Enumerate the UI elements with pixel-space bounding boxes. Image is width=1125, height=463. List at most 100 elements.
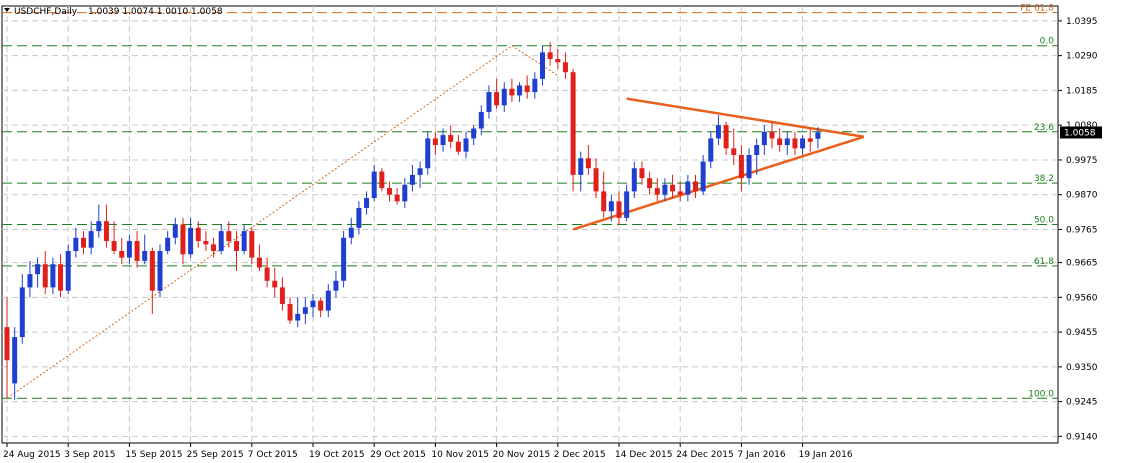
- candle-body: [608, 201, 614, 212]
- candle-body: [379, 171, 385, 189]
- candle-body: [35, 264, 41, 275]
- candle: [318, 297, 324, 318]
- candle-body: [333, 280, 339, 291]
- candle-body: [134, 241, 140, 261]
- candle-body: [555, 58, 561, 63]
- candle: [639, 161, 645, 185]
- candle-body: [440, 135, 446, 146]
- candle-body: [180, 224, 186, 255]
- candle: [532, 72, 538, 99]
- candles: [4, 42, 821, 400]
- candle: [440, 128, 446, 152]
- x-tick-label: 2 Dec 2015: [554, 450, 606, 460]
- candle-body: [540, 52, 545, 79]
- candle: [754, 138, 760, 175]
- candle-body: [27, 274, 33, 288]
- candle-body: [356, 207, 362, 228]
- candle-body: [58, 264, 64, 291]
- candle-body: [738, 154, 744, 179]
- candle-body: [601, 191, 607, 212]
- candle: [654, 178, 660, 202]
- y-tick-label: 1.0080: [1066, 121, 1098, 131]
- x-tick-label: 10 Nov 2015: [431, 450, 489, 460]
- candle-body: [685, 181, 691, 195]
- candle: [234, 231, 239, 271]
- candle-body: [165, 237, 171, 251]
- candle: [103, 204, 109, 248]
- candle: [42, 250, 48, 295]
- candle-body: [501, 88, 507, 106]
- y-tick-label: 1.0290: [1066, 52, 1098, 62]
- candle-body: [149, 250, 155, 291]
- fib-level-label: FE 61.8: [1020, 4, 1054, 14]
- y-tick-label: 1.0395: [1066, 17, 1098, 27]
- candle-body: [585, 158, 591, 169]
- candle-body: [761, 131, 767, 146]
- candle: [172, 217, 178, 245]
- candle-body: [432, 138, 438, 146]
- candle-body: [19, 287, 25, 338]
- fib-retracement-line: [6, 45, 513, 399]
- x-tick-label: 24 Dec 2015: [676, 450, 734, 460]
- candle-body: [88, 231, 94, 248]
- candle: [272, 267, 278, 298]
- candle: [119, 237, 125, 265]
- candle-body: [631, 168, 637, 192]
- candle-body: [777, 138, 783, 146]
- candle: [608, 194, 614, 222]
- candle-body: [402, 184, 408, 202]
- candle: [241, 224, 247, 255]
- current-price-box: [1060, 126, 1102, 139]
- candle-body: [455, 141, 461, 152]
- candle: [455, 135, 461, 155]
- candle: [126, 234, 132, 265]
- fib-level-label: 0.0: [1040, 37, 1055, 47]
- candle-body: [287, 303, 293, 321]
- candle-body: [532, 78, 538, 93]
- dropdown-arrow-icon[interactable]: [4, 8, 10, 12]
- candle: [287, 297, 293, 324]
- candle-body: [754, 145, 760, 155]
- candle: [19, 274, 25, 344]
- candle: [81, 231, 86, 255]
- candle: [501, 82, 507, 112]
- grid: [1, 5, 1059, 444]
- candle: [249, 227, 255, 265]
- x-tick-label: 20 Nov 2015: [493, 450, 551, 460]
- x-tick-label: 19 Oct 2015: [309, 450, 365, 460]
- candle-body: [348, 227, 354, 238]
- fib-level-label: 50.0: [1034, 216, 1054, 226]
- candle: [746, 148, 752, 185]
- y-tick-label: 0.9870: [1066, 191, 1098, 201]
- candle: [180, 217, 186, 265]
- fib-level-label: 61.8: [1034, 257, 1054, 267]
- candle: [555, 49, 561, 69]
- candle: [12, 327, 18, 400]
- candle-body: [417, 168, 423, 175]
- ohlc-readout: 1.0039 1.0074 1.0010 1.0058: [88, 7, 223, 17]
- candle-body: [731, 148, 737, 155]
- candle: [738, 145, 744, 192]
- candle-body: [272, 280, 278, 288]
- candle: [142, 234, 148, 265]
- candle: [509, 78, 515, 103]
- candle-body: [448, 135, 454, 142]
- candle-body: [746, 154, 752, 179]
- candle: [585, 145, 591, 175]
- fib-level-label: 100.0: [1028, 389, 1054, 399]
- trend-lines: [6, 45, 865, 399]
- candle: [524, 75, 530, 99]
- candle: [761, 125, 767, 155]
- candle-body: [394, 194, 400, 202]
- candle-body: [700, 161, 706, 192]
- candle: [203, 231, 209, 251]
- candle-body: [654, 188, 660, 195]
- candle: [256, 244, 262, 271]
- candle: [517, 82, 523, 103]
- triangle-upper-line: [626, 97, 864, 139]
- candle: [662, 178, 668, 202]
- candle: [463, 131, 469, 159]
- candle-body: [264, 267, 270, 281]
- candle: [364, 191, 370, 215]
